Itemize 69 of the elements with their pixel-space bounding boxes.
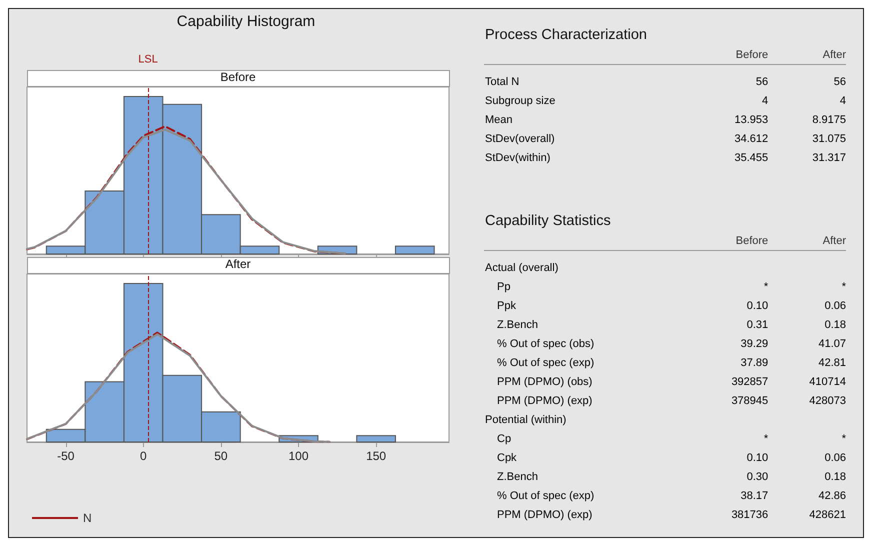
category-label: Mean [484, 112, 514, 128]
data-label: 37.89 [740, 356, 768, 370]
category-label: Actual (overall) [484, 260, 560, 276]
data-label: 38.17 [740, 488, 768, 504]
data-label: 8.9175 [811, 112, 846, 128]
text: After [768, 47, 846, 64]
x-tick-label: 50 [214, 449, 228, 463]
text: After [768, 233, 846, 250]
data-label: 410714 [808, 374, 846, 390]
category-label: Cpk [496, 450, 518, 466]
x-tick-label: 150 [366, 449, 386, 463]
data-label: 428621 [808, 508, 846, 522]
x-tick-label: 100 [288, 449, 309, 463]
category-label: % Out of spec (obs) [496, 336, 596, 352]
category-label: Z.Bench [496, 318, 539, 332]
data-label: 0.06 [824, 298, 846, 314]
text: Before [690, 47, 768, 64]
data-label: 35.455 [734, 150, 768, 166]
category-label: StDev(overall) [484, 132, 556, 146]
data-label: 0.06 [824, 450, 846, 466]
data-label: 0.31 [746, 318, 768, 332]
data-label: 381736 [730, 508, 768, 522]
data-label: 31.317 [811, 150, 846, 166]
category-label: Cp [496, 432, 512, 446]
ref-line-label: LSL [138, 54, 158, 66]
data-label: 0.10 [746, 298, 768, 314]
category-label: % Out of spec (exp) [496, 356, 596, 370]
category-label: % Out of spec (exp) [496, 488, 596, 504]
data-label: 428073 [808, 394, 846, 408]
text: Process Characterization [485, 27, 648, 43]
category-label: Potential (within) [484, 412, 568, 428]
category-label: Z.Bench [496, 470, 539, 484]
category-label: Pp [496, 280, 512, 294]
chart-title: Capability Histogram [176, 13, 316, 30]
data-label: * [840, 280, 846, 294]
category-label: PPM (DPMO) (exp) [496, 394, 594, 408]
data-label: 0.10 [746, 450, 768, 466]
category-label: PPM (DPMO) (obs) [496, 374, 594, 390]
data-label: 34.612 [734, 132, 768, 146]
chart-subtitle: After [225, 257, 251, 271]
data-label: 56 [754, 74, 768, 90]
data-label: 56 [832, 74, 846, 90]
text: Before [690, 233, 768, 250]
data-label: 0.30 [746, 470, 768, 484]
data-label: 0.18 [824, 470, 846, 484]
chart-subtitle: Before [220, 70, 256, 84]
data-label: 31.075 [811, 132, 846, 146]
x-tick-label: -50 [57, 449, 75, 463]
text: Capability Statistics [485, 213, 612, 229]
x-tick-label: 0 [140, 449, 148, 463]
data-label: * [762, 432, 768, 446]
category-label: Subgroup size [484, 94, 556, 108]
data-label: 42.86 [817, 488, 846, 504]
data-label: 42.81 [817, 356, 846, 370]
category-label: PPM (DPMO) (exp) [496, 508, 594, 522]
data-label: 4 [838, 94, 846, 108]
legend-label: N [83, 511, 92, 525]
data-label: 41.07 [817, 336, 846, 352]
data-label: * [762, 280, 768, 294]
category-label: Total N [484, 74, 520, 90]
data-label: 392857 [730, 374, 768, 390]
category-label: Ppk [496, 298, 517, 314]
data-label: 39.29 [740, 336, 768, 352]
data-label: 13.953 [734, 112, 768, 128]
data-label: * [840, 432, 846, 446]
data-label: 378945 [730, 394, 768, 408]
data-label: 4 [761, 94, 768, 108]
category-label: StDev(within) [484, 150, 552, 166]
data-label: 0.18 [824, 318, 846, 332]
